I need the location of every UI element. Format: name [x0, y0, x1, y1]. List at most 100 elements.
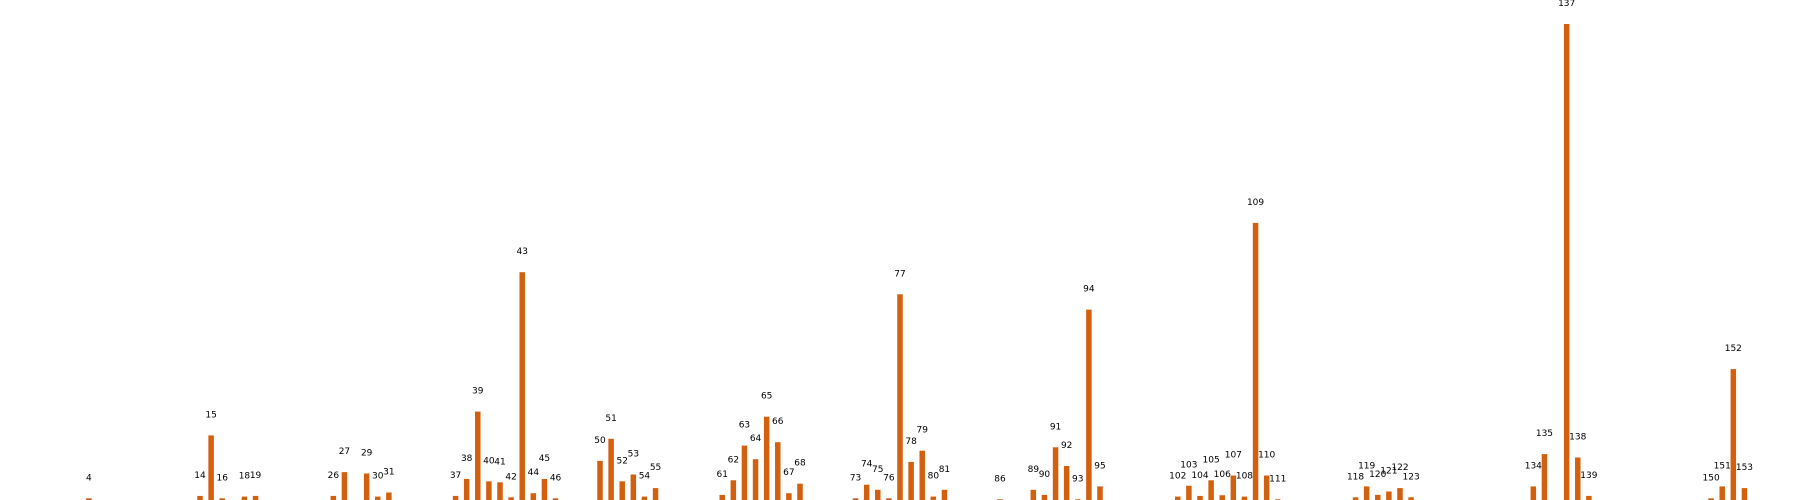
bar-label-134: 134 — [1525, 461, 1542, 471]
bar-label-137: 137 — [1558, 0, 1575, 9]
bar-label-80: 80 — [928, 472, 940, 482]
bar-151 — [1719, 486, 1725, 500]
bar-102 — [1175, 496, 1181, 500]
bar-41 — [497, 482, 503, 500]
bar-label-44: 44 — [528, 468, 540, 478]
bar-label-54: 54 — [639, 472, 651, 482]
bar-label-138: 138 — [1569, 433, 1586, 443]
bar-label-119: 119 — [1358, 461, 1375, 471]
bar-91 — [1052, 447, 1059, 500]
bar-label-40: 40 — [483, 456, 495, 466]
bar-51 — [608, 438, 614, 500]
bar-label-68: 68 — [794, 459, 806, 469]
bar-label-4: 4 — [86, 473, 92, 483]
bar-44 — [530, 493, 537, 500]
bar-label-151: 151 — [1714, 461, 1731, 471]
bar-104 — [1197, 495, 1203, 500]
bar-label-64: 64 — [750, 434, 762, 444]
bar-103 — [1186, 485, 1192, 500]
bar-label-74: 74 — [861, 460, 873, 470]
bar-label-92: 92 — [1061, 441, 1072, 451]
bar-label-152: 152 — [1725, 344, 1742, 354]
bar-66 — [775, 442, 781, 500]
bar-92 — [1063, 466, 1070, 500]
bar-40 — [486, 481, 492, 500]
bar-label-41: 41 — [494, 457, 505, 467]
bar-label-153: 153 — [1736, 463, 1753, 473]
bar-label-30: 30 — [372, 472, 384, 482]
bar-label-37: 37 — [450, 471, 461, 481]
bar-120 — [1375, 494, 1381, 500]
bar-39 — [475, 411, 481, 500]
bar-label-121: 121 — [1380, 467, 1397, 477]
bar-152 — [1730, 369, 1737, 500]
bar-label-42: 42 — [505, 472, 516, 482]
bar-107 — [1230, 475, 1237, 500]
bar-68 — [797, 483, 803, 500]
bar-81 — [941, 489, 948, 500]
bar-label-50: 50 — [594, 436, 606, 446]
bar-19 — [252, 495, 259, 500]
bar-label-106: 106 — [1214, 470, 1231, 480]
bar-label-102: 102 — [1169, 472, 1186, 482]
bar-label-75: 75 — [872, 465, 883, 475]
bar-89 — [1030, 489, 1037, 500]
bar-label-51: 51 — [605, 414, 616, 424]
bar-61 — [719, 494, 725, 500]
bar-80 — [930, 496, 937, 500]
bar-76 — [886, 498, 892, 500]
bar-label-27: 27 — [339, 447, 350, 457]
bar-16 — [219, 498, 225, 500]
bar-label-62: 62 — [728, 455, 739, 465]
bar-95 — [1097, 486, 1103, 500]
bar-134 — [1530, 486, 1537, 500]
bar-118 — [1352, 497, 1359, 500]
bar-label-150: 150 — [1703, 473, 1720, 483]
bar-78 — [908, 461, 914, 500]
bar-label-66: 66 — [772, 417, 784, 427]
bar-150 — [1708, 498, 1714, 500]
bar-67 — [786, 493, 792, 500]
bar-label-26: 26 — [328, 471, 340, 481]
bar-94 — [1086, 309, 1092, 500]
bar-label-61: 61 — [716, 470, 727, 480]
bar-label-15: 15 — [205, 410, 216, 420]
bar-38 — [463, 478, 470, 500]
bar-54 — [641, 496, 648, 500]
bar-73 — [852, 498, 859, 500]
bar-106 — [1219, 495, 1225, 500]
bar-label-90: 90 — [1039, 470, 1051, 480]
bar-label-31: 31 — [383, 468, 394, 478]
bar-52 — [619, 481, 625, 500]
bar-label-67: 67 — [783, 468, 794, 478]
bar-74 — [863, 484, 870, 500]
bar-27 — [341, 472, 348, 500]
bar-label-107: 107 — [1225, 451, 1242, 461]
bar-45 — [541, 478, 548, 500]
bar-110 — [1263, 475, 1270, 500]
bar-label-108: 108 — [1236, 472, 1253, 482]
bar-26 — [330, 495, 337, 500]
bar-label-19: 19 — [250, 471, 262, 481]
bar-label-91: 91 — [1050, 422, 1061, 432]
bar-label-78: 78 — [905, 437, 917, 447]
bar-137 — [1563, 24, 1570, 500]
bar-55 — [652, 488, 659, 500]
bar-label-104: 104 — [1191, 471, 1208, 481]
bar-138 — [1575, 457, 1581, 500]
bar-label-109: 109 — [1247, 198, 1264, 208]
bar-75 — [875, 489, 881, 500]
bar-label-53: 53 — [628, 450, 639, 460]
bar-label-14: 14 — [194, 471, 206, 481]
bar-43 — [519, 272, 525, 500]
bar-label-111: 111 — [1269, 474, 1286, 484]
bar-119 — [1363, 486, 1370, 500]
bar-105 — [1208, 480, 1214, 500]
bar-label-122: 122 — [1391, 463, 1408, 473]
bars-group — [86, 24, 1748, 500]
bar-77 — [897, 294, 903, 500]
bar-label-105: 105 — [1203, 455, 1220, 465]
bar-122 — [1397, 488, 1403, 500]
